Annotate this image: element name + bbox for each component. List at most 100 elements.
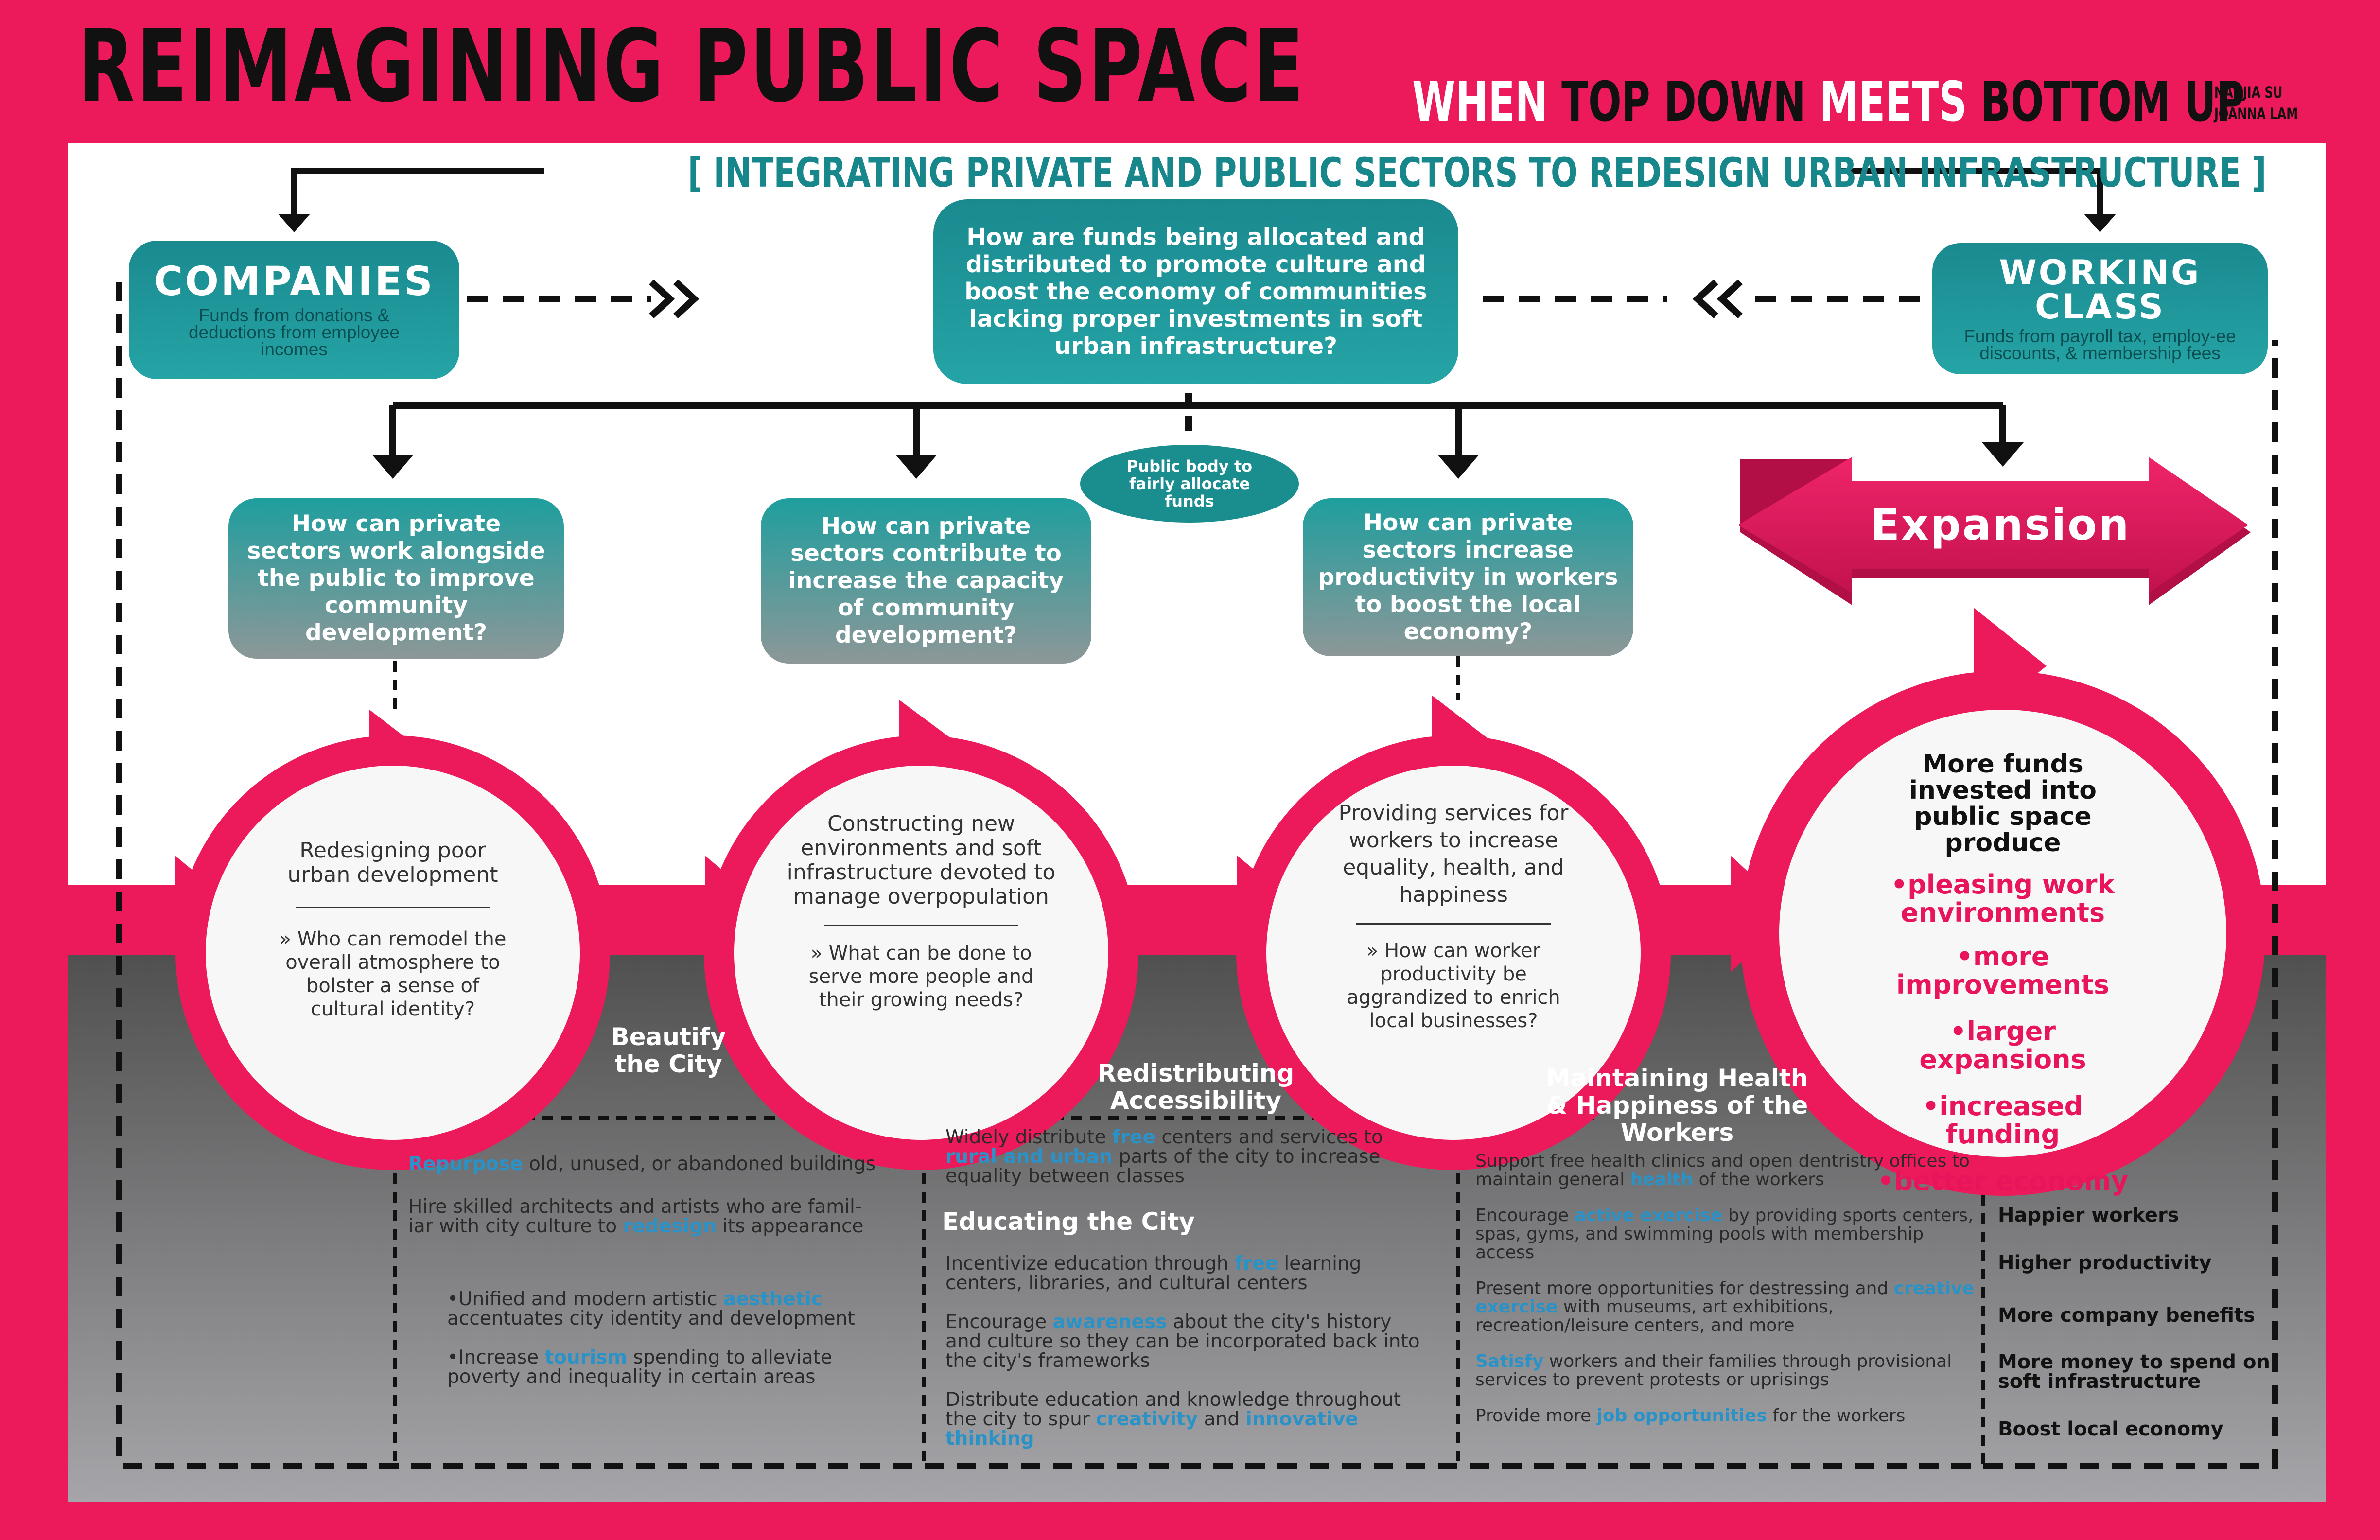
redistributing-body: Widely distribute free centers and servi… <box>945 1128 1432 1206</box>
body-text: parts of the city to increase equality b… <box>945 1146 1381 1187</box>
body-text: for the workers <box>1767 1406 1906 1426</box>
highlight-term: creativity <box>1096 1408 1198 1430</box>
circle-3-divider <box>1356 923 1551 925</box>
health-title: Maintaining Health & Happiness of the Wo… <box>1546 1064 1808 1147</box>
public-body-oval: Public body to fairly allocate funds <box>1080 445 1299 523</box>
question-1: How can private sectors work alongside t… <box>247 510 545 646</box>
body-text: accentuates city identity and developmen… <box>447 1308 855 1330</box>
highlight-term: job opportunities <box>1596 1406 1767 1426</box>
body-text: Present more opportunities for destressi… <box>1475 1278 1894 1298</box>
circle-2-divider <box>824 925 1018 926</box>
companies-title: COMPANIES <box>154 259 435 305</box>
authors: NANJIA SU JOANNA LAM <box>2214 82 2298 124</box>
result-item: Happier workers <box>1998 1204 2179 1226</box>
health-body: Support free health clinics and open den… <box>1475 1152 1986 1443</box>
final-bullets: •pleasing work environments •more improve… <box>1808 871 2197 1195</box>
beautify-body: Repurpose old, unused, or abandoned buil… <box>408 1155 885 1406</box>
circle-1-main: Redesigning poor urban development <box>287 838 498 887</box>
companies-text: Funds from donations & deductions from e… <box>189 305 400 359</box>
redistributing-item: Widely distribute free centers and servi… <box>945 1128 1432 1186</box>
circle-2-question: » What can be done to serve more people … <box>808 942 1034 1011</box>
tagline-arrow-right <box>1838 168 2103 218</box>
health-item: Support free health clinics and open den… <box>1475 1152 1986 1189</box>
body-text: workers and their families through provi… <box>1475 1351 1952 1390</box>
body-text: Support free health clinics and open den… <box>1475 1151 1970 1190</box>
working-class-title-1: WORKING <box>1999 253 2201 293</box>
beautify-item: Repurpose old, unused, or abandoned buil… <box>408 1155 885 1174</box>
expansion-label: Expansion <box>1870 500 2131 550</box>
body-text: Hire skilled architects and artists who … <box>408 1196 862 1237</box>
body-text: •Increase <box>447 1347 545 1368</box>
body-text: Encourage <box>945 1311 1053 1333</box>
final-bullet: •more improvements <box>1896 941 2110 1000</box>
beautify-title: Beautify the City <box>611 1023 726 1078</box>
circle-final: More funds invested into public space pr… <box>1779 710 2226 1195</box>
result-item: Higher productivity <box>1998 1252 2212 1274</box>
highlight-term: Satisfy <box>1475 1351 1544 1371</box>
result-item: More company benefits <box>1998 1304 2255 1327</box>
circle-3-main: Providing services for workers to increa… <box>1338 801 1569 907</box>
question-box-2: How can private sectors contribute to in… <box>761 498 1091 664</box>
educating-item: Distribute education and knowledge throu… <box>945 1390 1432 1449</box>
body-text: Encourage <box>1475 1206 1575 1225</box>
highlight-term: innovative thinking <box>945 1408 1358 1450</box>
final-circle-title: More funds invested into public space pr… <box>1909 750 2097 858</box>
educating-item: Encourage awareness about the city's his… <box>945 1312 1432 1371</box>
body-text: by providing sports centers, spas, gyms,… <box>1475 1206 1974 1262</box>
beautify-item: •Increase tourism spending to alleviate … <box>408 1348 885 1387</box>
educating-item: Incentivize education through free learn… <box>945 1254 1432 1293</box>
double-chevron-left-icon <box>1692 279 1743 319</box>
highlight-term: awareness <box>1052 1311 1167 1333</box>
circle-1-divider <box>296 907 490 908</box>
question-box-1: How can private sectors work alongside t… <box>228 498 564 659</box>
poster-title: REIMAGINING PUBLIC SPACE <box>78 9 1306 124</box>
working-class-text: Funds from payroll tax, employ-ee discou… <box>1964 326 2236 363</box>
body-text: its appearance <box>716 1215 864 1237</box>
circle-1: Redesigning poor urban development » Who… <box>206 766 580 1140</box>
highlight-term: rural and urban <box>945 1146 1113 1168</box>
author-2: JOANNA LAM <box>2214 105 2298 123</box>
tagline: [ INTEGRATING PRIVATE AND PUBLIC SECTORS… <box>687 149 2267 196</box>
center-question: How are funds being allocated and distri… <box>964 224 1427 360</box>
circle-2: Constructing new environments and soft i… <box>734 766 1108 1140</box>
body-text: Distribute education and knowledge throu… <box>945 1389 1401 1430</box>
final-bullet: •larger expansions <box>1919 1016 2086 1075</box>
educating-body: Incentivize education through free learn… <box>945 1254 1432 1468</box>
body-text: with museums, art exhibitions, recreatio… <box>1475 1297 1834 1335</box>
question-3: How can private sectors increase product… <box>1318 509 1618 645</box>
health-item: Satisfy workers and their families throu… <box>1475 1352 1986 1389</box>
educating-title: Educating the City <box>942 1208 1195 1236</box>
circle-3-question: » How can worker productivity be aggrand… <box>1347 940 1560 1032</box>
highlight-term: health <box>1630 1170 1694 1190</box>
result-item: More money to spend on soft infrastructu… <box>1998 1351 2270 1393</box>
tagline-arrowhead-right <box>2084 214 2116 232</box>
question-2: How can private sectors contribute to in… <box>788 513 1064 648</box>
working-class-box: WORKING CLASS Funds from payroll tax, em… <box>1932 243 2268 374</box>
public-body-text: Public body to fairly allocate funds <box>1126 457 1253 510</box>
results-list: Happier workers Higher productivity More c… <box>1998 1206 2270 1439</box>
highlight-term: aesthetic <box>723 1288 822 1310</box>
highlight-term: free <box>1234 1253 1278 1275</box>
final-bullet: •better economy <box>1877 1166 2129 1196</box>
companies-box: COMPANIES Funds from donations & deducti… <box>129 241 459 379</box>
highlight-term: creative exercise <box>1475 1278 1974 1317</box>
highlight-term: Repurpose <box>408 1153 523 1175</box>
health-item: Present more opportunities for destressi… <box>1475 1279 1986 1335</box>
beautify-item: Hire skilled architects and artists who … <box>408 1197 885 1236</box>
final-bullet: •pleasing work environments <box>1890 869 2115 928</box>
poster-subtitle: WHEN TOP DOWN MEETS BOTTOM UP <box>1412 70 2245 134</box>
health-item: Encourage active exercise by providing s… <box>1475 1207 1986 1262</box>
body-text: centers and services to <box>1155 1126 1383 1148</box>
body-text: about the city's history and culture so … <box>945 1311 1420 1372</box>
working-class-title-2: CLASS <box>2035 287 2165 327</box>
body-text: Widely distribute <box>945 1126 1112 1148</box>
body-text: Incentivize education through <box>945 1253 1235 1275</box>
highlight-term: tourism <box>544 1347 628 1368</box>
tagline-arrowhead-left <box>278 214 310 232</box>
double-chevron-right-icon <box>649 279 700 319</box>
body-text: •Unified and modern artistic <box>447 1288 723 1310</box>
body-text: Provide more <box>1475 1406 1597 1426</box>
circle-1-question: » Who can remodel the overall atmosphere… <box>279 928 507 1020</box>
author-1: NANJIA SU <box>2214 83 2283 102</box>
